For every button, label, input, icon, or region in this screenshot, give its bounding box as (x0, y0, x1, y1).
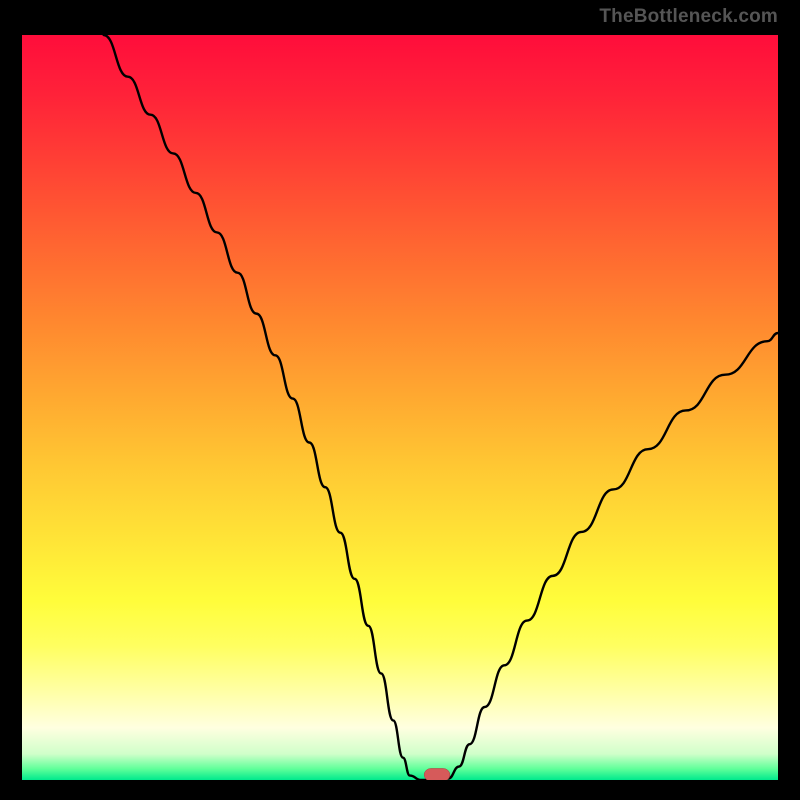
frame-border-bottom (0, 780, 800, 800)
bottleneck-chart (22, 35, 778, 780)
watermark-text: TheBottleneck.com (599, 6, 778, 28)
frame-border-right (778, 0, 800, 800)
optimal-point-marker (424, 768, 450, 780)
chart-background (22, 35, 778, 780)
chart-plot-area (22, 35, 778, 780)
frame-border-left (0, 0, 22, 800)
